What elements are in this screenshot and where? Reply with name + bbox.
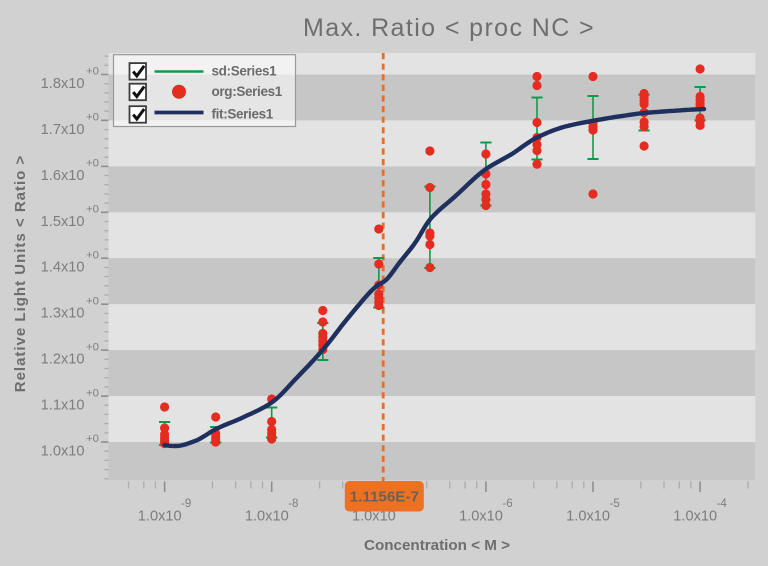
svg-text:1.7x10: 1.7x10	[41, 122, 85, 138]
svg-text:1.0x10: 1.0x10	[459, 509, 503, 525]
svg-text:sd:Series1: sd:Series1	[212, 64, 278, 79]
svg-text:1.0x10: 1.0x10	[245, 509, 289, 525]
svg-text:+0: +0	[86, 295, 99, 307]
svg-text:1.0x10: 1.0x10	[352, 509, 396, 525]
svg-text:+0: +0	[86, 387, 99, 399]
svg-text:1.6x10: 1.6x10	[41, 168, 85, 184]
svg-text:-5: -5	[610, 498, 620, 510]
svg-text:1.1x10: 1.1x10	[41, 398, 85, 414]
svg-text:fit:Series1: fit:Series1	[212, 107, 274, 122]
svg-text:1.8x10: 1.8x10	[41, 76, 85, 92]
svg-text:-4: -4	[717, 498, 728, 510]
svg-text:org:Series1: org:Series1	[212, 84, 283, 99]
svg-text:1.0x10: 1.0x10	[41, 444, 85, 460]
svg-text:-8: -8	[288, 498, 298, 510]
svg-text:Relative Light Units < Ratio >: Relative Light Units < Ratio >	[12, 155, 29, 393]
svg-text:+0: +0	[86, 249, 99, 261]
svg-text:1.4x10: 1.4x10	[41, 260, 85, 276]
svg-text:+0: +0	[86, 341, 99, 353]
svg-text:Concentration < M >: Concentration < M >	[364, 537, 510, 554]
svg-text:1.0x10: 1.0x10	[566, 509, 610, 525]
svg-text:1.0x10: 1.0x10	[138, 509, 182, 525]
svg-text:1.0x10: 1.0x10	[673, 509, 717, 525]
svg-text:-6: -6	[502, 498, 512, 510]
svg-text:+0: +0	[86, 433, 99, 445]
svg-text:+0: +0	[86, 158, 99, 170]
svg-text:+0: +0	[86, 204, 99, 216]
svg-text:1.1156E-7: 1.1156E-7	[350, 489, 419, 506]
svg-text:Max. Ratio < proc NC >: Max. Ratio < proc NC >	[303, 14, 595, 42]
svg-text:+0: +0	[86, 66, 99, 78]
svg-text:1.2x10: 1.2x10	[41, 352, 85, 368]
svg-text:1.3x10: 1.3x10	[41, 306, 85, 322]
svg-text:-9: -9	[181, 498, 191, 510]
svg-text:1.5x10: 1.5x10	[41, 214, 85, 230]
svg-text:+0: +0	[86, 112, 99, 124]
